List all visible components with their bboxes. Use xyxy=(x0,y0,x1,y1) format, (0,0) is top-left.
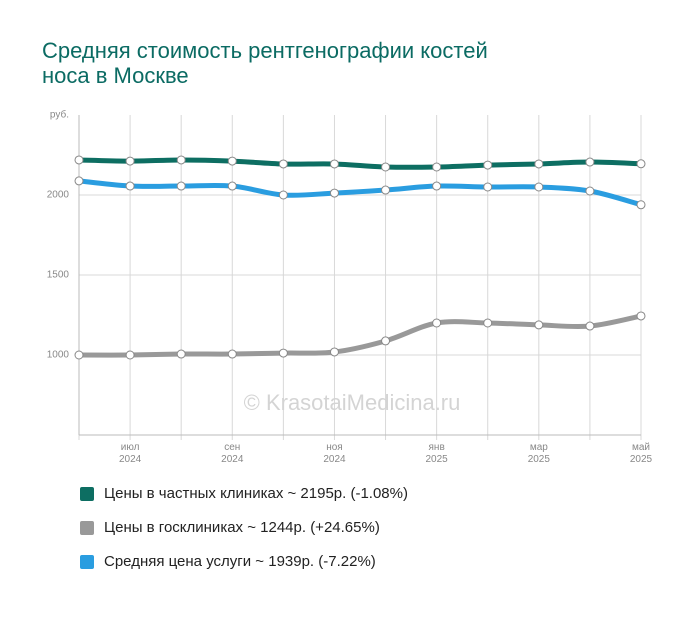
point xyxy=(534,159,544,169)
point xyxy=(125,350,135,360)
point xyxy=(278,159,288,169)
point xyxy=(636,159,646,169)
legend-label: Цены в госклиниках ~ 1244р. (+24.65%) xyxy=(104,519,380,536)
point xyxy=(483,318,493,328)
x-tick-label: май 2025 xyxy=(630,442,653,465)
point xyxy=(432,162,442,172)
x-tick-label: ноя 2024 xyxy=(323,442,346,465)
point xyxy=(176,349,186,359)
point xyxy=(176,181,186,191)
point xyxy=(74,176,84,186)
y-tick-label: руб. xyxy=(50,109,69,121)
point xyxy=(278,348,288,358)
point xyxy=(227,156,237,166)
legend-label: Средняя цена услуги ~ 1939р. (-7.22%) xyxy=(104,553,376,570)
legend-swatch xyxy=(80,555,94,569)
watermark: © KrasotaiMedicina.ru xyxy=(244,390,461,415)
point xyxy=(227,349,237,359)
point xyxy=(381,185,391,195)
point xyxy=(329,159,339,169)
point xyxy=(636,200,646,210)
x-tick-label: янв 2025 xyxy=(426,442,449,465)
point xyxy=(483,160,493,170)
legend-swatch xyxy=(80,487,94,501)
point xyxy=(329,347,339,357)
chart-title: Средняя стоимость рентгенографии костей н… xyxy=(42,38,488,88)
point xyxy=(432,318,442,328)
point xyxy=(432,181,442,191)
x-tick-label: июл 2024 xyxy=(119,442,142,465)
point xyxy=(176,155,186,165)
legend-label: Цены в частных клиниках ~ 2195р. (-1.08%… xyxy=(104,485,408,502)
x-tick-label: мар 2025 xyxy=(528,442,551,465)
point xyxy=(585,321,595,331)
series-line xyxy=(76,178,644,208)
point xyxy=(74,350,84,360)
y-tick-label: 1000 xyxy=(47,350,70,361)
point xyxy=(381,336,391,346)
y-tick-label: 1500 xyxy=(47,270,70,281)
x-tick-label: сен 2024 xyxy=(221,442,244,465)
point xyxy=(534,182,544,192)
series-line xyxy=(76,157,644,170)
point xyxy=(74,155,84,165)
point xyxy=(329,188,339,198)
y-tick-label: 2000 xyxy=(47,190,70,201)
point xyxy=(585,157,595,167)
point xyxy=(381,162,391,172)
point xyxy=(227,181,237,191)
point xyxy=(534,320,544,330)
series-line xyxy=(76,313,644,358)
point xyxy=(636,311,646,321)
point xyxy=(585,186,595,196)
point xyxy=(125,156,135,166)
point xyxy=(125,181,135,191)
legend-swatch xyxy=(80,521,94,535)
point xyxy=(483,182,493,192)
point xyxy=(278,190,288,200)
